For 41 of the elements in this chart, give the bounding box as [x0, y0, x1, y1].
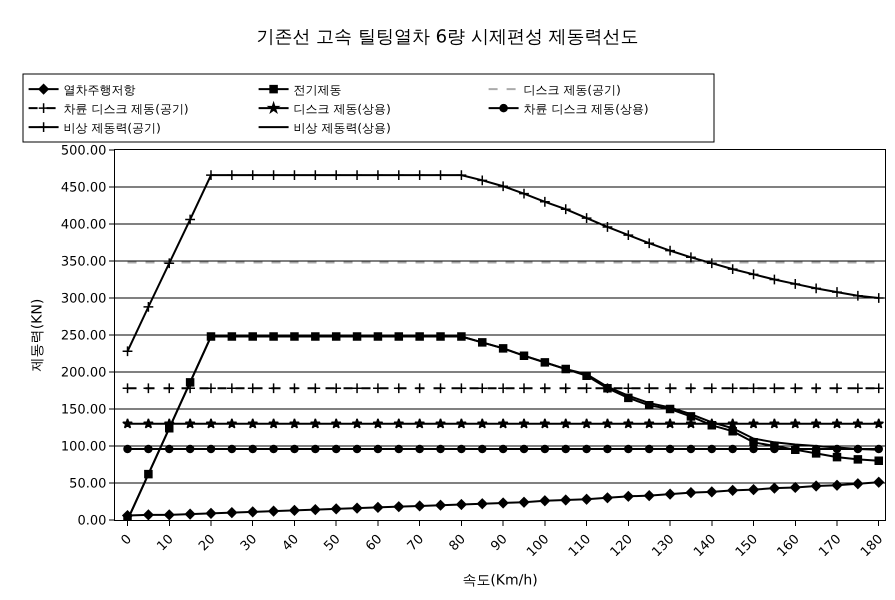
y-tick-label: 350.00	[60, 254, 106, 270]
y-tick-label: 0.00	[77, 514, 106, 529]
x-tick-label: 20	[196, 532, 218, 554]
legend-label: 열차주행저항	[64, 82, 136, 97]
x-tick-label: 110	[566, 532, 594, 560]
x-tick-label: 120	[608, 532, 636, 560]
legend-label: 디스크 제동(공기)	[524, 82, 621, 97]
y-tick-label: 500.00	[60, 144, 106, 159]
y-tick-label: 300.00	[60, 292, 106, 307]
x-tick-label: 50	[321, 532, 344, 554]
y-tick-label: 450.00	[60, 180, 106, 196]
x-tick-label: 140	[691, 532, 720, 560]
legend-label: 비상 제동력(상용)	[294, 120, 391, 135]
x-axis-title: 속도(Km/h)	[462, 572, 538, 588]
legend-label: 차륜 디스크 제동(상용)	[524, 102, 649, 116]
x-tick-label: 150	[732, 532, 761, 560]
legend-label: 디스크 제동(상용)	[294, 102, 391, 116]
legend-label: 전기제동	[294, 82, 342, 97]
y-tick-label: 250.00	[60, 328, 106, 344]
legend-label: 비상 제동력(공기)	[64, 120, 161, 135]
x-tick-label: 60	[363, 532, 386, 554]
x-tick-label: 180	[858, 532, 886, 560]
y-tick-label: 50.00	[69, 476, 106, 492]
y-tick-label: 200.00	[60, 366, 106, 381]
x-tick-label: 40	[280, 532, 302, 554]
x-tick-label: 0	[118, 532, 135, 548]
x-tick-label: 170	[816, 532, 844, 560]
legend-label: 차륜 디스크 제동(공기)	[64, 102, 189, 116]
x-tick-label: 90	[488, 532, 511, 554]
x-tick-label: 80	[446, 532, 469, 554]
x-tick-label: 70	[404, 532, 428, 554]
x-tick-label: 30	[238, 532, 260, 554]
y-tick-label: 400.00	[60, 218, 106, 233]
y-axis-title: 제동력(KN)	[30, 298, 46, 372]
x-tick-label: 100	[524, 532, 552, 560]
x-tick-label: 160	[774, 532, 803, 560]
x-tick-label: 130	[649, 532, 678, 560]
x-tick-label: 10	[154, 532, 177, 554]
y-tick-label: 150.00	[60, 402, 106, 418]
y-tick-label: 100.00	[60, 440, 106, 455]
chart-title: 기존선 고속 틸팅열차 6량 시제편성 제동력선도	[256, 26, 639, 48]
